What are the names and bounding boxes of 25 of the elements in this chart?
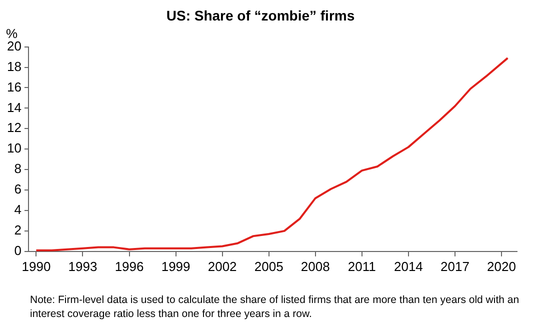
x-tick-label: 2005 [254,258,284,274]
x-tick-label: 2020 [487,258,516,274]
x-tick-label: 2014 [394,258,423,274]
x-tick-label: 1996 [114,258,144,274]
y-tick-label: 16 [6,79,22,94]
y-tick-label: 0 [14,242,22,258]
x-tick-label: 2011 [348,258,376,274]
x-tick-label: 2002 [208,258,237,274]
x-tick-label: 2017 [440,258,470,274]
x-tick-label: 1990 [22,258,51,274]
y-tick-label: 2 [14,222,22,238]
y-tick-label: 18 [6,58,22,74]
y-tick-label: 20 [6,38,22,54]
x-tick-label: 1993 [68,258,98,274]
y-tick-label: 6 [14,182,22,197]
x-tick-label: 2008 [300,258,330,274]
y-tick-label: 8 [14,161,22,176]
y-axis-title: % [6,26,18,41]
y-tick-label: 10 [6,140,22,156]
chart-title: US: Share of “zombie” firms [166,7,355,24]
x-tick-label: 1999 [161,258,190,274]
y-tick-label: 4 [14,202,22,218]
y-tick-label: 12 [6,120,22,136]
text: Note: Firm-level data is used to calculate the share of listed firms that are more than ten years old with an interest coverage ratio less than one for three years in a row. [30,293,520,321]
y-tick-label: 14 [6,100,22,115]
